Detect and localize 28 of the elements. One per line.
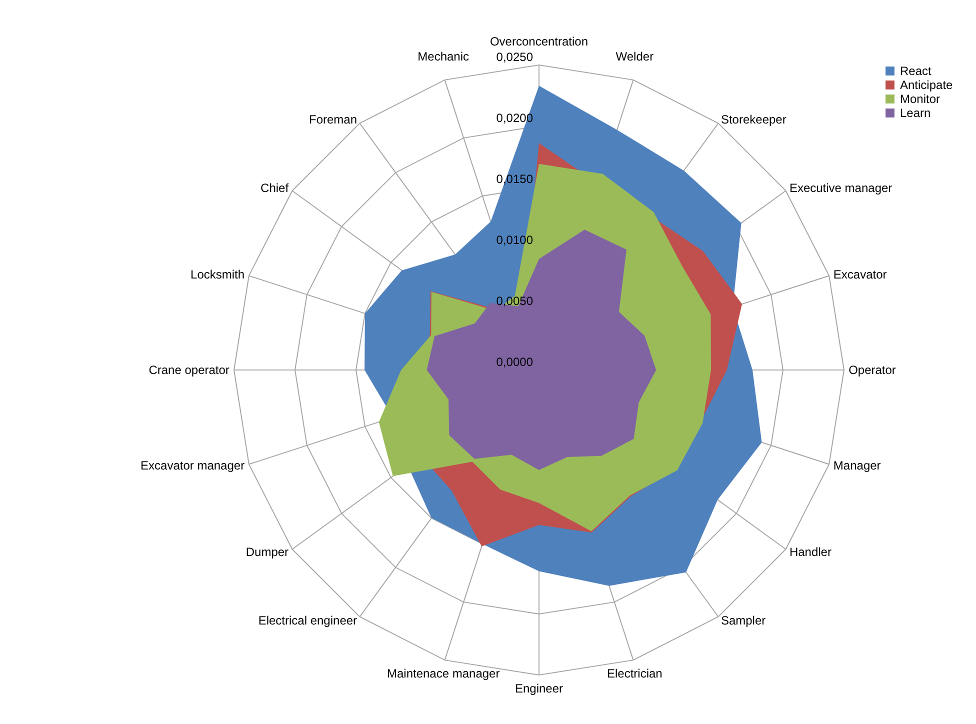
y-tick-label: 0,0000	[496, 355, 534, 369]
y-tick-label: 0,0250	[496, 50, 534, 64]
spoke-label: Engineer	[514, 682, 564, 696]
spoke-label: Manager	[833, 458, 881, 473]
spoke-label: Maintenace manager	[386, 666, 500, 680]
spoke-label: Crane operator	[148, 363, 230, 377]
spoke-label: Excavator	[833, 267, 887, 282]
spoke-label: Welder	[616, 50, 654, 64]
y-tick-label: 0,0050	[496, 294, 534, 308]
spoke-label: Executive manager	[789, 181, 892, 196]
spoke-label: Operator	[848, 363, 896, 377]
spoke-label: Mechanic	[418, 50, 470, 64]
legend-label: React	[900, 64, 932, 78]
spoke-label: Chief	[260, 181, 290, 196]
legend-label: Anticipate	[900, 78, 954, 92]
spoke-label: Excavator manager	[140, 458, 245, 473]
y-tick-label: 0,0100	[496, 233, 534, 247]
legend-label: Learn	[900, 106, 931, 120]
spoke-label: Foreman	[309, 112, 358, 127]
legend-label: Monitor	[900, 92, 940, 106]
spoke-label: Electrician	[606, 666, 662, 680]
spoke-label: Overconcentration	[490, 34, 588, 48]
spoke-label: Sampler	[720, 613, 766, 628]
spoke-label: Electrical engineer	[258, 613, 358, 628]
spoke-label: Handler	[789, 544, 832, 559]
spoke-label: Storekeeper	[720, 112, 786, 127]
spoke-label: Dumper	[246, 544, 289, 559]
spoke-label: Locksmith	[190, 267, 245, 282]
